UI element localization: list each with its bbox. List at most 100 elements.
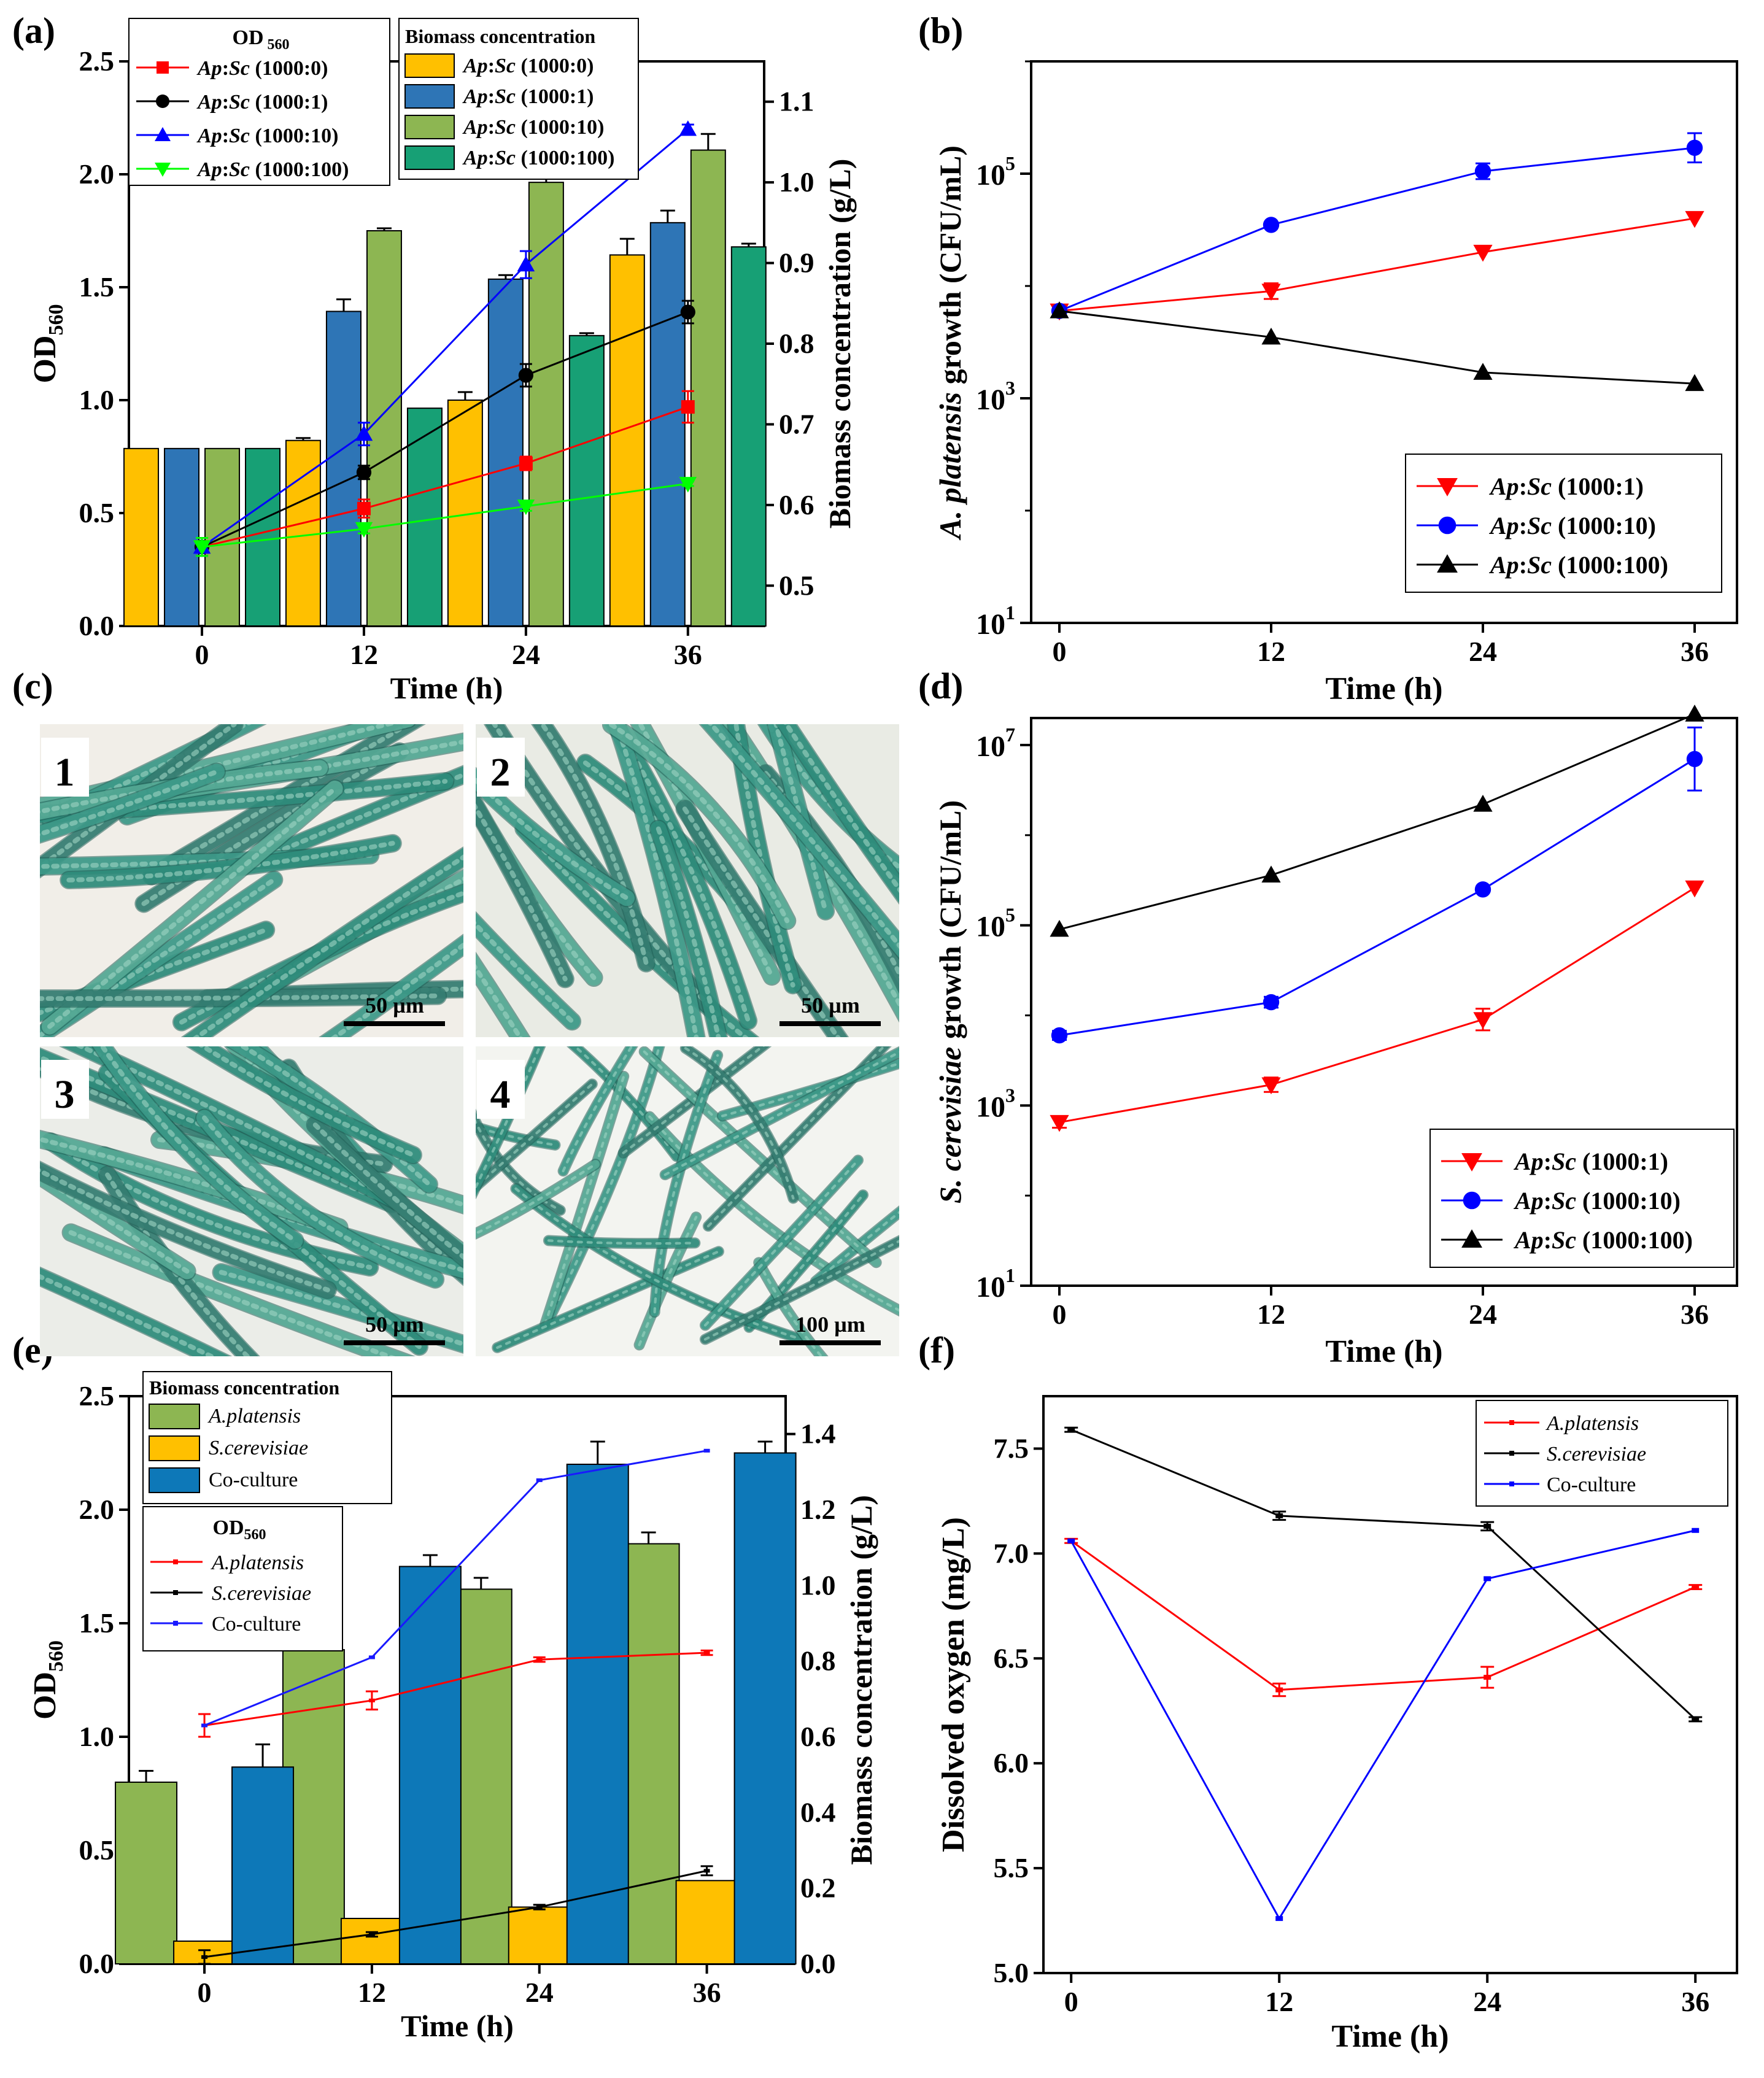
- y-tick-base: 10: [976, 159, 1005, 191]
- legend-bio-item-label-part: Sc: [495, 116, 516, 139]
- filament-texture: [99, 1046, 298, 1243]
- data-point: [536, 1905, 543, 1909]
- data-point: [368, 1698, 375, 1702]
- legend-item-label-part: (1000:10): [1552, 512, 1656, 539]
- legend-bar-swatch: [404, 145, 455, 170]
- legend-marker: [1437, 478, 1458, 496]
- data-point: [1261, 284, 1281, 301]
- data-point: [1686, 751, 1703, 767]
- filament-texture: [193, 854, 463, 1037]
- legend-item-label-part: :: [1519, 473, 1527, 500]
- legend-od-item-label-part: :: [222, 91, 229, 114]
- panel-a-chart: 0.0 0.5 1.0 1.5 2.0 2.5 0.5 0.6 0.7 0.8 0.9 1.0 1.1 0…: [28, 18, 857, 705]
- y2-tick-label: 0.6: [800, 1721, 836, 1752]
- x-tick-label: 24: [525, 1977, 554, 2008]
- legend-item-label-part: Sc: [1552, 1148, 1576, 1175]
- panel-label-b: (b): [918, 10, 963, 51]
- legend-item-label-part: (1000:10): [1576, 1187, 1681, 1215]
- bar: [487, 278, 524, 627]
- data-point: [1275, 1513, 1283, 1518]
- legend-item-label-part: Ap: [1488, 473, 1519, 500]
- filament-texture: [312, 1122, 463, 1261]
- data-point: [536, 1478, 543, 1482]
- filament-texture: [40, 765, 322, 814]
- x-tick-label: 24: [512, 639, 540, 670]
- filaments: [40, 724, 463, 1037]
- panel-c-micrographs: 1 50 µm 2 50 µm 3 50 µm 4 100 µm: [40, 724, 899, 1356]
- legend-bio-title: Biomass concentration: [149, 1377, 339, 1399]
- x-axis-title: Time (h): [1331, 2019, 1449, 2054]
- filament-texture: [40, 1137, 342, 1230]
- micrograph-number: 1: [55, 750, 75, 795]
- data-point: [703, 1869, 710, 1873]
- data-point: [1473, 1012, 1493, 1029]
- legend-od-title: OD560: [213, 1516, 266, 1543]
- data-point: [357, 501, 371, 516]
- y2-tick-label: 0.5: [779, 570, 814, 601]
- legend-marker: [1438, 516, 1456, 535]
- legend-item-label-part: :: [1544, 1226, 1552, 1254]
- filament-texture: [757, 1261, 823, 1356]
- y2-tick-label: 0.9: [779, 247, 814, 279]
- y-axis-title-italic: A. platensis: [933, 392, 967, 541]
- data-point: [1484, 1675, 1491, 1680]
- micrograph-number: 4: [490, 1072, 511, 1117]
- micrograph-number-box: [41, 738, 89, 797]
- y-tick-label: 1.5: [79, 1607, 115, 1639]
- legend-item-label: S.cerevisiae: [1547, 1443, 1646, 1466]
- data-point: [368, 1932, 375, 1936]
- series-line: [1059, 887, 1695, 1124]
- legend-bar-swatch: [149, 1467, 200, 1493]
- legend-bio-item-label-part: Sc: [495, 85, 516, 108]
- series-line: [201, 406, 689, 548]
- y2-tick-label: 0.8: [779, 328, 814, 359]
- legend-od-item-label: Ap:Sc (1000:100): [196, 158, 349, 181]
- filament-texture: [514, 1187, 800, 1340]
- y-axis-title: Dissolved oxygen (mg/L): [936, 1517, 971, 1852]
- legend-marker: [156, 95, 169, 108]
- panel-label-f: (f): [918, 1330, 955, 1370]
- filament-texture: [75, 1046, 401, 1205]
- data-point: [1692, 1717, 1700, 1722]
- legend-marker: [173, 1559, 178, 1564]
- filament-texture: [492, 724, 710, 1007]
- legend-bio-item-label: Co-culture: [209, 1469, 298, 1491]
- data-point: [1051, 1027, 1068, 1044]
- filament-texture: [773, 724, 828, 914]
- filament-texture: [476, 803, 568, 982]
- filament-texture: [544, 1075, 625, 1326]
- y-tick-exp: 3: [1005, 1084, 1015, 1106]
- filament-texture: [40, 1168, 330, 1292]
- filament-texture: [614, 724, 699, 1037]
- y-axis-title-sub: 560: [45, 1640, 68, 1672]
- legend-bio-item-label-part: Sc: [495, 55, 516, 77]
- legend-bio-item-label-part: A.platensis: [207, 1405, 301, 1427]
- data-point: [1261, 865, 1281, 883]
- y-tick-exp: 1: [1005, 601, 1015, 624]
- filament: [476, 1080, 597, 1192]
- x-tick-label: 24: [1473, 1986, 1501, 2017]
- x-tick-label: 0: [198, 1977, 212, 2008]
- y-axis-title-sub: 560: [45, 304, 68, 336]
- filament-texture: [547, 1239, 697, 1245]
- y2-tick-label: 1.1: [779, 86, 814, 117]
- data-point: [355, 522, 373, 538]
- y-tick-base: 10: [976, 384, 1005, 416]
- bar: [508, 1906, 571, 1964]
- filament-texture: [476, 964, 523, 1037]
- legend-od-title-sub: 560: [264, 37, 290, 53]
- y-tick-label: 7.5: [994, 1432, 1029, 1464]
- y-axis-title-rest: growth (CFU/mL): [933, 145, 967, 392]
- filament-texture: [663, 1051, 899, 1176]
- legend-item-label-part: :: [1544, 1187, 1552, 1215]
- y-tick-label: 2.0: [79, 1494, 115, 1525]
- legend-bio-item-label-part: :: [488, 147, 495, 169]
- panel-label-d: (d): [918, 666, 963, 706]
- legend-od-item-label-part: Co-culture: [212, 1613, 301, 1636]
- bar: [366, 230, 402, 627]
- data-point: [201, 1955, 208, 1959]
- y2-tick-label: 0.7: [779, 408, 814, 439]
- legend-bio-item-label: Ap:Sc (1000:10): [462, 116, 604, 139]
- y-axis-title-italic: S. cerevisiae: [933, 1047, 967, 1203]
- legend-box: [1405, 454, 1722, 593]
